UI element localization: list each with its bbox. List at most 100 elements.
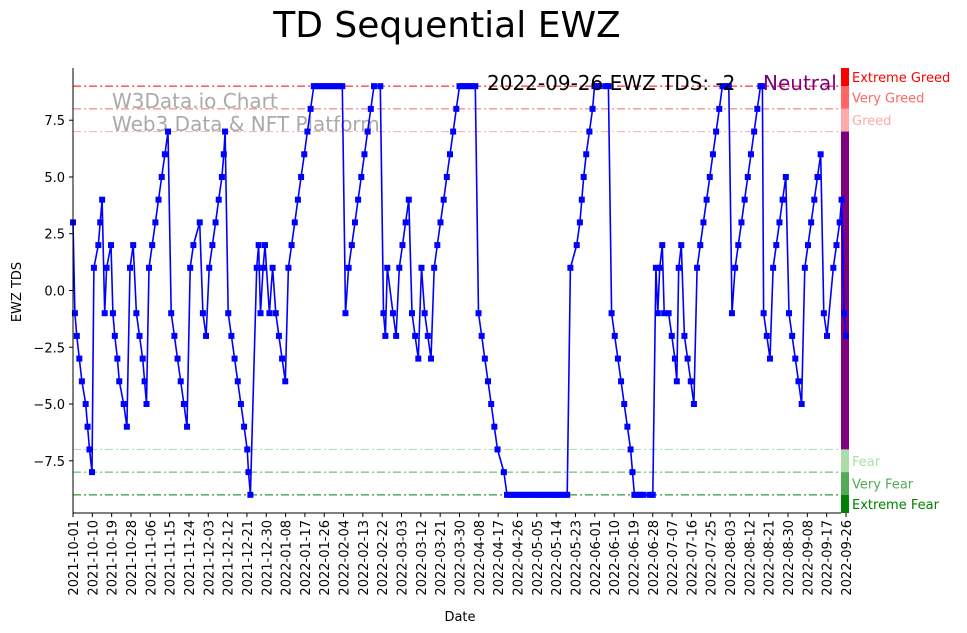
data-point-207 [706, 173, 713, 180]
zone-band-1 [841, 86, 849, 109]
data-point-112 [408, 310, 415, 317]
data-point-178 [621, 401, 628, 408]
data-point-45 [199, 310, 206, 317]
data-point-2 [73, 332, 80, 339]
data-point-162 [573, 242, 580, 249]
data-point-242 [814, 173, 821, 180]
x-tick-label-10: 2021-12-30 [260, 520, 275, 596]
data-point-73 [282, 378, 289, 385]
x-tick-label-28: 2022-06-10 [608, 520, 623, 596]
data-point-139 [494, 446, 501, 453]
data-point-115 [418, 264, 425, 271]
data-point-84 [317, 83, 324, 90]
x-tick-label-25: 2022-05-14 [550, 520, 565, 596]
data-point-29 [146, 264, 153, 271]
data-point-92 [342, 310, 349, 317]
data-point-66 [260, 264, 267, 271]
data-point-166 [583, 151, 590, 158]
x-tick-label-37: 2022-08-30 [782, 520, 797, 596]
data-point-216 [735, 242, 742, 249]
zone-label-4: Fear [852, 455, 881, 470]
data-point-19 [116, 378, 123, 385]
x-tick-label-21: 2022-04-08 [473, 520, 488, 596]
data-point-98 [361, 151, 368, 158]
data-point-245 [823, 332, 830, 339]
x-tick-label-5: 2021-11-15 [164, 520, 179, 596]
data-point-218 [741, 196, 748, 203]
data-point-194 [668, 332, 675, 339]
x-tick-label-1: 2021-10-10 [86, 520, 101, 596]
data-point-230 [776, 219, 783, 226]
data-point-116 [421, 310, 428, 317]
data-point-229 [773, 242, 780, 249]
data-point-14 [103, 264, 110, 271]
data-point-177 [618, 378, 625, 385]
x-tick-label-27: 2022-06-01 [589, 520, 604, 596]
data-point-85 [320, 83, 327, 90]
data-point-152 [538, 491, 545, 498]
data-point-103 [380, 310, 387, 317]
data-point-56 [231, 355, 238, 362]
data-point-247 [833, 242, 840, 249]
data-point-238 [801, 264, 808, 271]
data-point-97 [358, 173, 365, 180]
chart-title: TD Sequential EWZ [272, 5, 620, 46]
data-point-149 [529, 491, 536, 498]
x-tick-label-9: 2021-12-21 [241, 520, 256, 596]
data-point-210 [716, 105, 723, 112]
data-point-88 [329, 83, 336, 90]
data-point-60 [244, 446, 251, 453]
x-tick-label-20: 2022-03-30 [454, 520, 469, 596]
data-point-42 [187, 264, 194, 271]
data-point-133 [475, 310, 482, 317]
data-point-22 [127, 264, 134, 271]
data-point-193 [665, 310, 672, 317]
zone-label-0: Extreme Greed [852, 71, 950, 86]
x-tick-label-39: 2022-09-17 [821, 520, 836, 596]
data-point-176 [614, 355, 621, 362]
x-tick-label-2: 2021-10-19 [106, 520, 121, 596]
sentiment-status: Neutral [763, 71, 837, 95]
x-tick-label-30: 2022-06-28 [647, 520, 662, 596]
y-tick-label-6: 7.5 [44, 114, 65, 129]
data-point-211 [719, 83, 726, 90]
data-point-172 [602, 83, 609, 90]
data-point-233 [785, 310, 792, 317]
series-line [72, 85, 847, 496]
data-point-3 [76, 355, 83, 362]
data-point-204 [697, 242, 704, 249]
data-point-203 [694, 264, 701, 271]
data-point-235 [792, 355, 799, 362]
data-point-131 [469, 83, 476, 90]
data-point-147 [523, 491, 530, 498]
data-point-43 [190, 242, 197, 249]
data-point-51 [218, 173, 225, 180]
data-point-155 [548, 491, 555, 498]
data-point-195 [671, 355, 678, 362]
data-point-75 [288, 242, 295, 249]
x-tick-label-23: 2022-04-26 [512, 520, 527, 596]
y-axis-label: EWZ TDS [10, 262, 25, 322]
data-point-96 [355, 196, 362, 203]
data-point-77 [294, 196, 301, 203]
data-point-125 [450, 128, 457, 135]
latest-value-text: 2022-09-26 EWZ TDS: -2 [487, 71, 735, 95]
data-point-13 [101, 310, 108, 317]
data-point-61 [245, 469, 252, 476]
data-point-71 [275, 332, 282, 339]
zone-label-1: Very Greed [852, 92, 924, 107]
data-point-117 [424, 332, 431, 339]
data-point-62 [247, 491, 254, 498]
data-point-100 [367, 105, 374, 112]
data-point-99 [364, 128, 371, 135]
data-point-107 [393, 332, 400, 339]
data-point-25 [136, 332, 143, 339]
x-tick-label-40: 2022-09-26 [840, 520, 855, 596]
x-tick-label-14: 2022-02-04 [338, 520, 353, 596]
data-point-124 [446, 151, 453, 158]
zone-band-6 [841, 494, 849, 513]
x-tick-label-22: 2022-04-17 [492, 520, 507, 596]
data-point-108 [396, 264, 403, 271]
data-point-33 [158, 173, 165, 180]
data-point-48 [209, 242, 216, 249]
